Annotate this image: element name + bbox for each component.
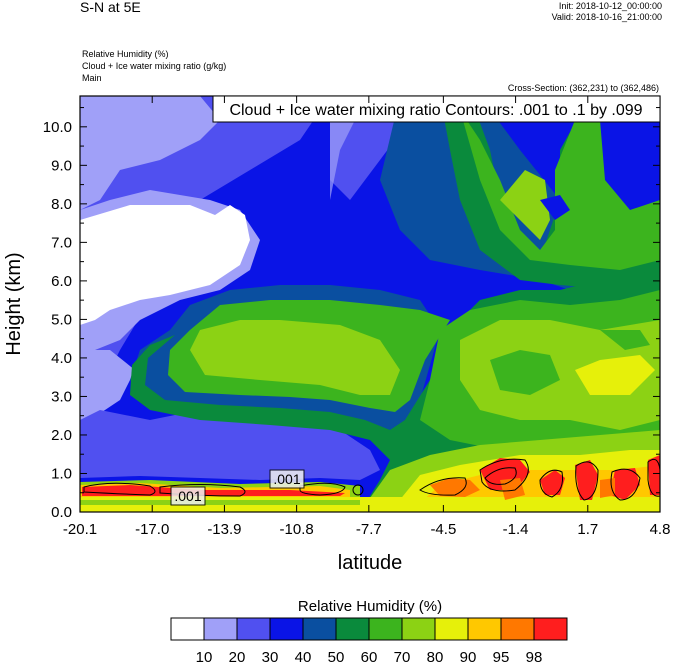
heatmap-field — [80, 96, 660, 512]
colorbar-swatch — [500, 617, 535, 641]
colorbar-swatch — [368, 617, 403, 641]
x-axis-label: latitude — [338, 552, 403, 574]
contour-label: .001 — [174, 488, 201, 504]
x-tick-label: -20.1 — [63, 521, 97, 538]
init-time: Init: 2018-10-12_00:00:00 — [558, 1, 662, 11]
y-tick-label: 3.0 — [51, 388, 72, 405]
colorbar-swatch — [203, 617, 238, 641]
colorbar-level-label: 60 — [361, 649, 378, 666]
x-tick-label: -7.7 — [356, 521, 382, 538]
field-label-rh: Relative Humidity (%) — [82, 49, 169, 59]
cloud-contours — [83, 458, 660, 501]
colorbar-swatch — [236, 617, 271, 641]
y-tick-label: 9.0 — [51, 157, 72, 174]
colorbar-swatch — [335, 617, 370, 641]
y-tick-label: 5.0 — [51, 311, 72, 328]
colorbar-swatch — [467, 617, 502, 641]
contour-title-box — [212, 95, 661, 123]
contour-title: Cloud + Ice water mixing ratio Contours:… — [229, 102, 642, 119]
colorbar-swatch — [170, 617, 205, 641]
colorbar-swatch — [434, 617, 469, 641]
x-tick-label: -13.9 — [207, 521, 241, 538]
plot-title: S-N at 5E — [80, 0, 141, 15]
colorbar — [170, 617, 568, 641]
colorbar-swatch — [401, 617, 436, 641]
x-axis: -20.1 -17.0 -13.9 -10.8 -7.7 -4.5 -1.4 1.7 4.8 — [63, 96, 671, 538]
colorbar-level-label: 80 — [427, 649, 444, 666]
y-tick-label: 1.0 — [51, 465, 72, 482]
y-tick-label: 7.0 — [51, 234, 72, 251]
field-label-cloud: Cloud + Ice water mixing ratio (g/kg) — [82, 61, 227, 71]
y-tick-label: 8.0 — [51, 196, 72, 213]
colorbar-level-label: 70 — [394, 649, 411, 666]
contour-label: .001 — [273, 471, 300, 487]
cross-section-label: Cross-Section: (362,231) to (362,486) — [507, 83, 659, 93]
colorbar-level-label: 98 — [526, 649, 543, 666]
y-tick-label: 0.0 — [51, 504, 72, 521]
y-tick-label: 4.0 — [51, 350, 72, 367]
colorbar-level-label: 10 — [196, 649, 213, 666]
x-tick-label: -4.5 — [430, 521, 456, 538]
colorbar-level-label: 20 — [229, 649, 246, 666]
colorbar-level-label: 95 — [493, 649, 510, 666]
colorbar-labels: 10 20 30 40 50 60 70 80 90 95 98 — [196, 649, 543, 666]
colorbar-level-label: 50 — [328, 649, 345, 666]
field-label-main: Main — [82, 73, 102, 83]
x-tick-label: -1.4 — [503, 521, 529, 538]
contour-labels: .001 .001 — [170, 469, 305, 506]
colorbar-level-label: 40 — [295, 649, 312, 666]
y-axis: 0.0 1.0 2.0 3.0 4.0 5.0 6.0 7.0 8.0 9.0 10.0 — [43, 107, 660, 521]
x-tick-label: 4.8 — [650, 521, 671, 538]
colorbar-title: Relative Humidity (%) — [298, 598, 442, 615]
x-tick-label: -17.0 — [135, 521, 169, 538]
y-axis-label: Height (km) — [3, 252, 25, 355]
colorbar-swatch — [269, 617, 304, 641]
x-tick-label: -10.8 — [280, 521, 314, 538]
y-tick-label: 6.0 — [51, 273, 72, 290]
y-tick-label: 2.0 — [51, 427, 72, 444]
y-tick-label: 10.0 — [43, 119, 72, 136]
colorbar-level-label: 30 — [262, 649, 279, 666]
valid-time: Valid: 2018-10-16_21:00:00 — [551, 12, 662, 22]
x-tick-label: 1.7 — [577, 521, 598, 538]
colorbar-swatch — [533, 617, 568, 641]
colorbar-swatch — [302, 617, 337, 641]
colorbar-level-label: 90 — [460, 649, 477, 666]
